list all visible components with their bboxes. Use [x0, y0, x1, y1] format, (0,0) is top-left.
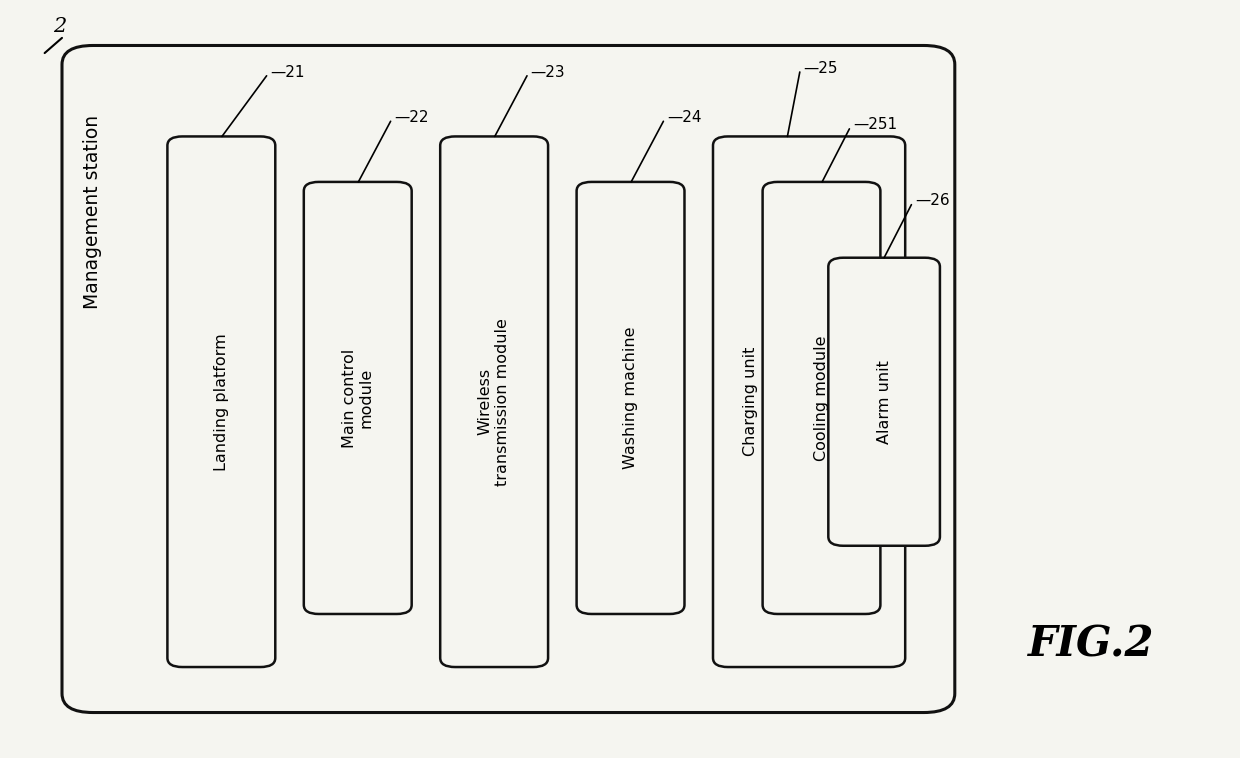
Text: Main control
module: Main control module — [341, 349, 374, 447]
FancyBboxPatch shape — [62, 45, 955, 713]
FancyBboxPatch shape — [713, 136, 905, 667]
Text: Management station: Management station — [83, 115, 103, 309]
Text: Wireless
transmission module: Wireless transmission module — [477, 318, 511, 486]
Text: 2: 2 — [53, 17, 66, 36]
Text: —24: —24 — [667, 110, 702, 125]
FancyBboxPatch shape — [440, 136, 548, 667]
FancyBboxPatch shape — [577, 182, 684, 614]
FancyBboxPatch shape — [763, 182, 880, 614]
Text: FIG.2: FIG.2 — [1028, 623, 1154, 666]
FancyBboxPatch shape — [828, 258, 940, 546]
Text: Washing machine: Washing machine — [622, 327, 639, 469]
Text: —25: —25 — [804, 61, 838, 76]
FancyBboxPatch shape — [167, 136, 275, 667]
Text: —251: —251 — [853, 117, 898, 132]
Text: Cooling module: Cooling module — [813, 335, 830, 461]
Text: —22: —22 — [394, 110, 429, 125]
Text: —26: —26 — [915, 193, 950, 208]
Text: Landing platform: Landing platform — [213, 333, 229, 471]
Text: —23: —23 — [531, 64, 565, 80]
FancyBboxPatch shape — [304, 182, 412, 614]
Text: Charging unit: Charging unit — [743, 347, 758, 456]
Text: Alarm unit: Alarm unit — [877, 360, 892, 443]
Text: —21: —21 — [270, 64, 305, 80]
